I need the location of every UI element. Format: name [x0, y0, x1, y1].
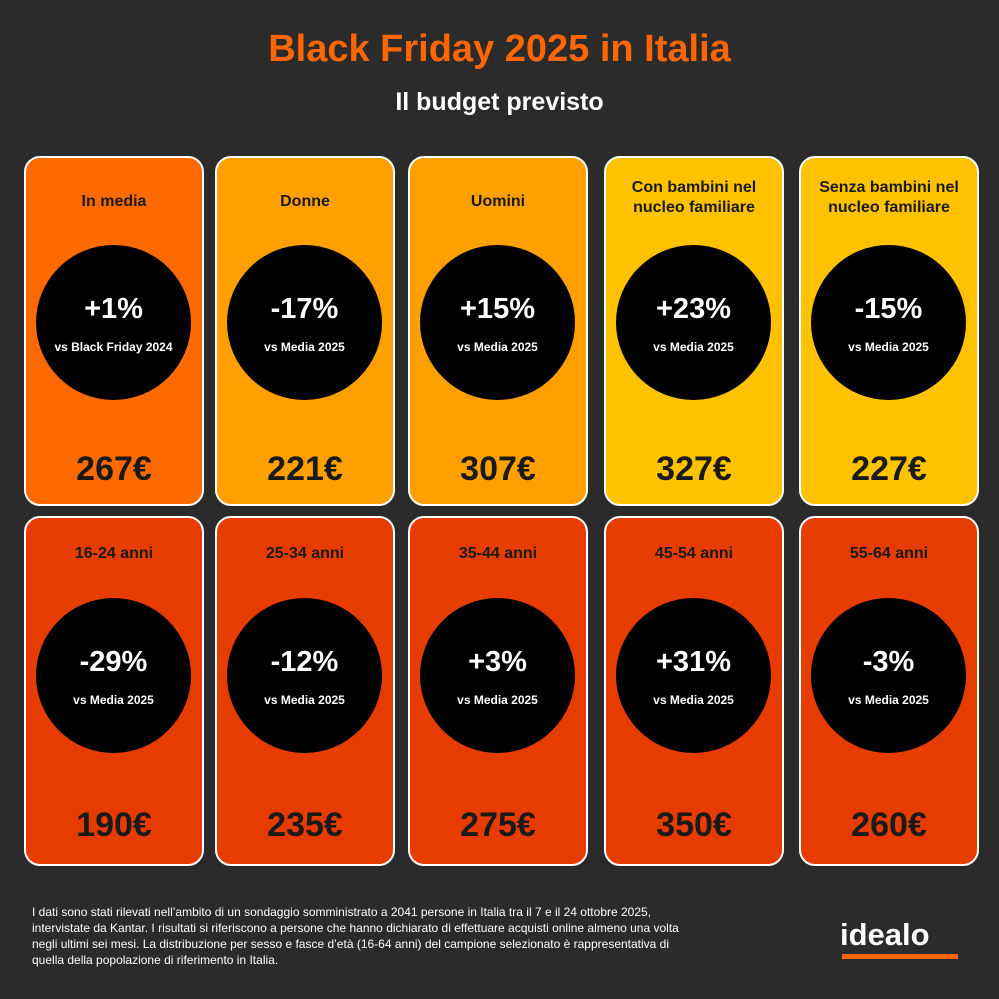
change-percent: -29%	[79, 646, 148, 678]
segment-card-average: In media +1% vs Black Friday 2024 267€	[24, 156, 204, 506]
change-percent: -12%	[270, 646, 339, 678]
change-percent: +31%	[656, 646, 731, 678]
page-subtitle: Il budget previsto	[395, 88, 604, 116]
idealo-logo: idealo	[840, 918, 960, 960]
change-percent: -17%	[270, 293, 339, 325]
change-circle: -3% vs Media 2025	[811, 598, 966, 753]
budget-amount: 190€	[76, 806, 152, 844]
segment-label: Donne	[280, 193, 330, 210]
segment-label: 55-64 anni	[849, 545, 929, 562]
change-comparison: vs Media 2025	[848, 693, 929, 707]
budget-amount: 275€	[460, 806, 536, 844]
segment-card-age-55-64: 55-64 anni -3% vs Media 2025 260€	[799, 516, 979, 866]
budget-amount: 221€	[267, 450, 343, 488]
segment-card-age-16-24: 16-24 anni -29% vs Media 2025 190€	[24, 516, 204, 866]
change-circle: -15% vs Media 2025	[811, 245, 966, 400]
segment-label: In media	[81, 193, 147, 210]
segment-label: Con bambini nel nucleo familiare	[631, 179, 757, 216]
change-comparison: vs Media 2025	[73, 693, 154, 707]
change-comparison: vs Media 2025	[653, 693, 734, 707]
change-circle: +23% vs Media 2025	[616, 245, 771, 400]
change-comparison: vs Media 2025	[653, 340, 734, 354]
change-percent: +23%	[656, 293, 731, 325]
change-comparison: vs Media 2025	[457, 340, 538, 354]
budget-amount: 260€	[851, 806, 927, 844]
change-circle: +1% vs Black Friday 2024	[36, 245, 191, 400]
change-circle: -12% vs Media 2025	[227, 598, 382, 753]
segment-label: 45-54 anni	[654, 545, 734, 562]
budget-amount: 235€	[267, 806, 343, 844]
change-circle: +15% vs Media 2025	[420, 245, 575, 400]
change-circle: +3% vs Media 2025	[420, 598, 575, 753]
change-percent: -15%	[854, 293, 923, 325]
change-percent: +3%	[468, 646, 527, 678]
segment-label: 16-24 anni	[74, 545, 154, 562]
methodology-footnote: I dati sono stati rilevati nell’ambito d…	[32, 905, 679, 967]
budget-amount: 350€	[656, 806, 732, 844]
change-comparison: vs Media 2025	[264, 693, 345, 707]
segment-card-with-children: Con bambini nel nucleo familiare +23% vs…	[604, 156, 784, 506]
change-comparison: vs Media 2025	[457, 693, 538, 707]
change-percent: +15%	[460, 293, 535, 325]
segment-card-age-45-54: 45-54 anni +31% vs Media 2025 350€	[604, 516, 784, 866]
budget-amount: 227€	[851, 450, 927, 488]
segment-label: Uomini	[470, 193, 526, 210]
budget-amount: 307€	[460, 450, 536, 488]
change-comparison: vs Media 2025	[264, 340, 345, 354]
segment-card-age-25-34: 25-34 anni -12% vs Media 2025 235€	[215, 516, 395, 866]
change-percent: +1%	[84, 293, 143, 325]
change-comparison: vs Media 2025	[848, 340, 929, 354]
budget-amount: 327€	[656, 450, 732, 488]
segment-card-without-children: Senza bambini nel nucleo familiare -15% …	[799, 156, 979, 506]
segment-card-age-35-44: 35-44 anni +3% vs Media 2025 275€	[408, 516, 588, 866]
budget-amount: 267€	[76, 450, 152, 488]
page-title: Black Friday 2025 in Italia	[268, 28, 731, 70]
logo-underline	[842, 954, 958, 959]
segment-card-men: Uomini +15% vs Media 2025 307€	[408, 156, 588, 506]
change-circle: -17% vs Media 2025	[227, 245, 382, 400]
segment-label: 25-34 anni	[265, 545, 345, 562]
segment-label: Senza bambini nel nucleo familiare	[819, 179, 959, 216]
segment-label: 35-44 anni	[458, 545, 538, 562]
change-comparison: vs Black Friday 2024	[54, 340, 173, 354]
segment-card-women: Donne -17% vs Media 2025 221€	[215, 156, 395, 506]
change-circle: +31% vs Media 2025	[616, 598, 771, 753]
change-percent: -3%	[862, 646, 915, 678]
logo-wordmark: idealo	[840, 917, 930, 952]
change-circle: -29% vs Media 2025	[36, 598, 191, 753]
